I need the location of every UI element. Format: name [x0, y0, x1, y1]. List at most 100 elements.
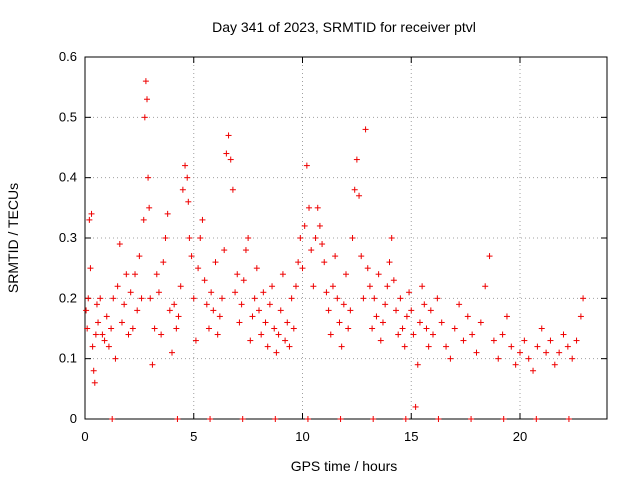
data-point — [262, 319, 269, 326]
data-point — [86, 216, 93, 223]
data-point — [136, 253, 143, 260]
data-points — [83, 78, 587, 422]
data-point — [160, 259, 167, 266]
baseline-marker — [304, 416, 311, 422]
data-point — [297, 235, 304, 241]
data-point — [140, 216, 147, 223]
data-point — [577, 313, 584, 320]
data-point — [108, 325, 115, 332]
data-point — [290, 325, 297, 332]
data-point — [406, 289, 413, 296]
data-point — [349, 235, 356, 241]
data-point — [334, 295, 341, 302]
data-point — [386, 259, 393, 266]
data-point — [512, 361, 519, 368]
data-point — [186, 235, 193, 241]
data-point — [284, 319, 291, 326]
grid — [85, 57, 607, 419]
data-point — [312, 235, 319, 241]
data-point — [573, 337, 580, 344]
baseline-marker — [239, 416, 246, 422]
data-point — [199, 216, 206, 223]
data-point — [251, 295, 258, 302]
data-point — [412, 403, 419, 410]
data-point — [158, 331, 165, 338]
data-point — [225, 132, 232, 139]
data-point — [201, 277, 208, 284]
y-axis-label: SRMTID / TECUs — [5, 183, 21, 293]
data-point — [219, 295, 226, 302]
data-point — [229, 186, 236, 193]
data-point — [410, 331, 417, 338]
data-point — [464, 313, 471, 320]
data-point — [358, 253, 365, 260]
data-point — [95, 319, 102, 326]
data-point — [362, 126, 369, 133]
baseline-marker — [533, 416, 540, 422]
data-point — [338, 343, 345, 350]
data-point — [325, 307, 332, 314]
baseline-marker — [500, 416, 507, 422]
data-point — [366, 283, 373, 290]
data-point — [179, 186, 186, 193]
data-point — [105, 343, 112, 350]
data-point — [232, 289, 239, 296]
data-point — [373, 313, 380, 320]
data-point — [569, 355, 576, 362]
data-point — [112, 355, 119, 362]
data-point — [329, 283, 336, 290]
data-point — [216, 313, 223, 320]
data-point — [214, 331, 221, 338]
data-point — [530, 367, 537, 374]
data-point — [447, 355, 454, 362]
data-point — [221, 247, 228, 254]
x-axis-label: GPS time / hours — [291, 458, 398, 474]
data-point — [271, 325, 278, 332]
data-point — [336, 319, 343, 326]
data-point — [521, 337, 528, 344]
data-point — [151, 325, 158, 332]
data-point — [279, 271, 286, 278]
data-point — [477, 319, 484, 326]
data-point — [434, 295, 441, 302]
data-point — [286, 343, 293, 350]
data-point — [145, 174, 152, 181]
data-point — [301, 222, 308, 229]
data-point — [430, 331, 436, 338]
y-tick-label: 0.1 — [59, 351, 77, 366]
data-point — [101, 337, 108, 344]
data-point — [121, 301, 128, 308]
data-point — [141, 114, 148, 121]
data-point — [469, 331, 476, 338]
data-point — [288, 295, 295, 302]
data-point — [295, 259, 302, 266]
data-point — [242, 247, 249, 254]
data-point — [503, 313, 510, 320]
data-point — [223, 150, 230, 157]
data-point — [425, 343, 432, 350]
data-point — [162, 235, 169, 241]
data-point — [384, 283, 391, 290]
data-point — [247, 337, 254, 344]
data-point — [123, 271, 130, 278]
data-point — [192, 337, 199, 344]
data-point — [397, 295, 404, 302]
data-point — [401, 343, 408, 350]
data-point — [543, 349, 550, 356]
data-point — [245, 235, 252, 241]
data-point — [227, 156, 234, 163]
data-point — [495, 355, 502, 362]
y-tick-label: 0.6 — [59, 49, 77, 64]
baseline-marker — [207, 416, 214, 422]
baseline-marker — [402, 416, 409, 422]
data-point — [177, 283, 184, 290]
data-point — [212, 259, 219, 266]
data-point — [379, 319, 386, 326]
data-point — [327, 331, 334, 338]
data-point — [277, 307, 284, 314]
data-point — [87, 265, 94, 272]
data-point — [282, 337, 289, 344]
data-point — [269, 283, 276, 290]
data-point — [423, 325, 430, 332]
baseline-marker — [468, 416, 475, 422]
